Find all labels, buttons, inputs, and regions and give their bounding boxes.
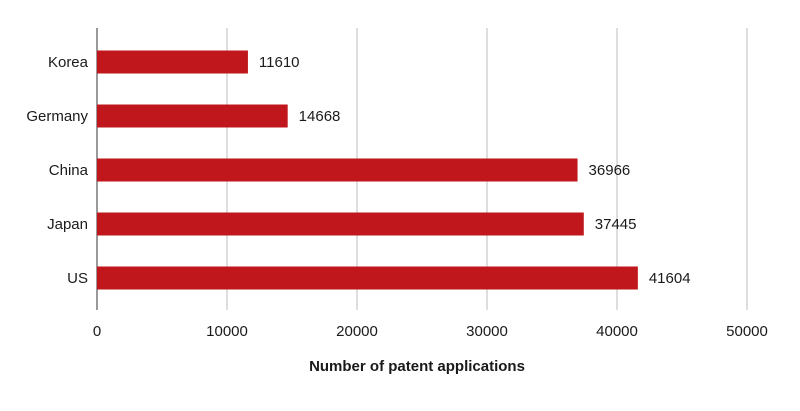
- category-label: China: [49, 162, 89, 179]
- bar-japan: [97, 212, 584, 236]
- value-label: 14668: [299, 108, 341, 125]
- bar-korea: [97, 50, 248, 74]
- value-label: 11610: [259, 54, 300, 71]
- category-label: US: [67, 270, 88, 287]
- x-tick-label: 0: [93, 323, 101, 340]
- category-labels: Korea Germany China Japan US: [26, 54, 88, 287]
- x-tick-label: 10000: [206, 323, 248, 340]
- x-tick-labels: 0 10000 20000 30000 40000 50000: [93, 323, 768, 340]
- value-label: 41604: [649, 270, 691, 287]
- value-label: 36966: [589, 162, 631, 179]
- category-label: Korea: [48, 54, 89, 71]
- category-label: Germany: [26, 108, 88, 125]
- x-tick-label: 30000: [466, 323, 508, 340]
- category-label: Japan: [47, 216, 88, 233]
- value-label: 37445: [595, 216, 637, 233]
- bars-group: [97, 50, 638, 290]
- bar-us: [97, 266, 638, 290]
- value-labels: 11610 14668 36966 37445 41604: [259, 54, 691, 287]
- bar-china: [97, 158, 578, 182]
- bar-germany: [97, 104, 288, 128]
- x-tick-label: 40000: [596, 323, 638, 340]
- x-tick-label: 20000: [336, 323, 378, 340]
- x-axis-title: Number of patent applications: [309, 358, 525, 375]
- x-tick-label: 50000: [726, 323, 768, 340]
